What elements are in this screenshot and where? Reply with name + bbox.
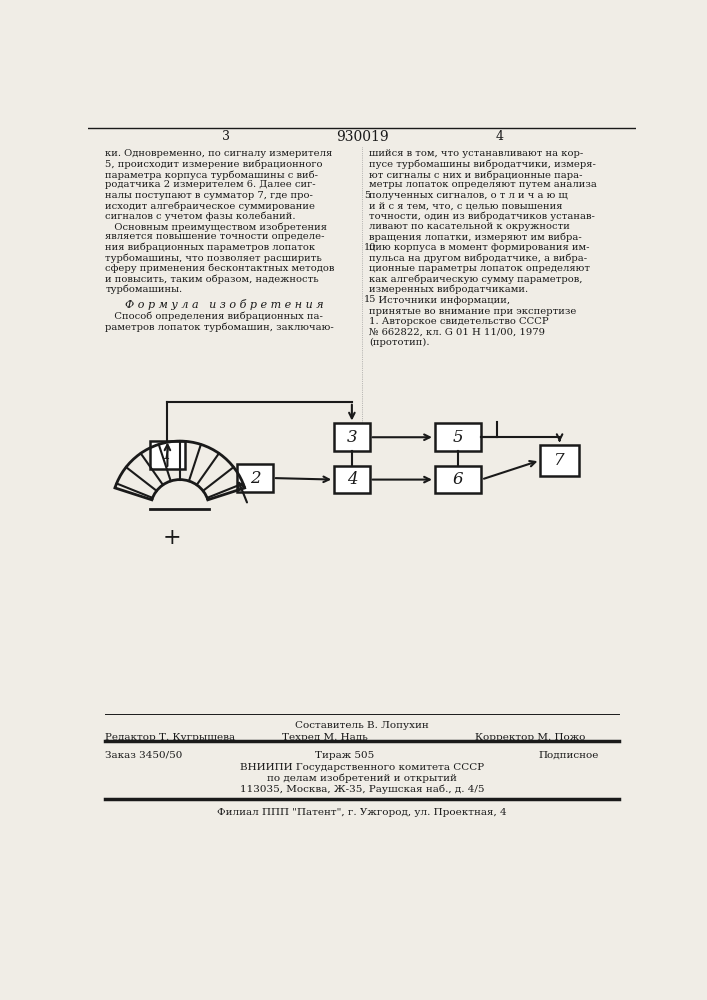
Text: параметра корпуса турбомашины с виб-: параметра корпуса турбомашины с виб- <box>105 170 318 180</box>
Text: сигналов с учетом фазы колебаний.: сигналов с учетом фазы колебаний. <box>105 212 296 221</box>
Text: 6: 6 <box>452 471 463 488</box>
Text: № 662822, кл. G 01 H 11/00, 1979: № 662822, кл. G 01 H 11/00, 1979 <box>369 328 545 337</box>
Text: исходит алгебраическое суммирование: исходит алгебраическое суммирование <box>105 201 315 211</box>
Text: ливают по касательной к окружности: ливают по касательной к окружности <box>369 222 570 231</box>
Text: 1. Авторское свидетельство СССР: 1. Авторское свидетельство СССР <box>369 317 549 326</box>
Text: 1: 1 <box>162 446 173 463</box>
Text: +: + <box>163 527 182 549</box>
Text: Основным преимуществом изобретения: Основным преимуществом изобретения <box>105 222 327 232</box>
Text: родатчика 2 измерителем 6. Далее сиг-: родатчика 2 измерителем 6. Далее сиг- <box>105 180 316 189</box>
Text: и й с я тем, что, с целью повышения: и й с я тем, что, с целью повышения <box>369 201 563 210</box>
Text: вращения лопатки, измеряют им вибра-: вращения лопатки, измеряют им вибра- <box>369 232 582 242</box>
Text: является повышение точности определе-: является повышение точности определе- <box>105 232 325 241</box>
Text: (прототип).: (прототип). <box>369 338 429 347</box>
Text: ВНИИПИ Государственного комитета СССР: ВНИИПИ Государственного комитета СССР <box>240 763 484 772</box>
Text: ки. Одновременно, по сигналу измерителя: ки. Одновременно, по сигналу измерителя <box>105 149 333 158</box>
Text: налы поступают в сумматор 7, где про-: налы поступают в сумматор 7, где про- <box>105 191 313 200</box>
Text: 2: 2 <box>250 470 260 487</box>
Bar <box>435 423 481 451</box>
Text: турбомашины.: турбомашины. <box>105 284 182 294</box>
Text: полученных сигналов, о т л и ч а ю щ: полученных сигналов, о т л и ч а ю щ <box>369 191 568 200</box>
Text: 3: 3 <box>221 130 230 143</box>
Text: Составитель В. Лопухин: Составитель В. Лопухин <box>295 721 429 730</box>
Text: 4: 4 <box>346 471 357 488</box>
Text: 10: 10 <box>364 243 377 252</box>
Text: ния вибрационных параметров лопаток: ния вибрационных параметров лопаток <box>105 243 315 252</box>
Bar <box>150 441 185 469</box>
Text: 4: 4 <box>495 130 503 143</box>
Text: точности, один из вибродатчиков устанав-: точности, один из вибродатчиков устанав- <box>369 212 595 221</box>
Text: и повысить, таким образом, надежность: и повысить, таким образом, надежность <box>105 274 319 284</box>
Bar <box>435 466 481 493</box>
Text: 5: 5 <box>452 429 463 446</box>
Text: Тираж 505: Тираж 505 <box>315 751 374 760</box>
Text: 5, происходит измерение вибрационного: 5, происходит измерение вибрационного <box>105 160 323 169</box>
Bar <box>334 423 370 451</box>
Text: как алгебраическую сумму параметров,: как алгебраическую сумму параметров, <box>369 274 583 284</box>
Bar <box>237 464 273 492</box>
Text: 7: 7 <box>554 452 565 469</box>
Text: Подписное: Подписное <box>539 751 599 760</box>
Bar <box>540 445 579 476</box>
Text: Филиал ППП "Патент", г. Ужгород, ул. Проектная, 4: Филиал ППП "Патент", г. Ужгород, ул. Про… <box>217 808 507 817</box>
Text: измеренных вибродатчиками.: измеренных вибродатчиками. <box>369 284 528 294</box>
Text: пусе турбомашины вибродатчики, измеря-: пусе турбомашины вибродатчики, измеря- <box>369 160 596 169</box>
Text: Способ определения вибрационных па-: Способ определения вибрационных па- <box>105 312 323 321</box>
Text: цию корпуса в момент формирования им-: цию корпуса в момент формирования им- <box>369 243 590 252</box>
Text: принятые во внимание при экспертизе: принятые во внимание при экспертизе <box>369 307 576 316</box>
Text: шийся в том, что устанавливают на кор-: шийся в том, что устанавливают на кор- <box>369 149 583 158</box>
Text: Корректор М. Пожо: Корректор М. Пожо <box>475 733 585 742</box>
Text: по делам изобретений и открытий: по делам изобретений и открытий <box>267 774 457 783</box>
Text: Техред М. Надь: Техред М. Надь <box>282 733 368 742</box>
Text: ционные параметры лопаток определяют: ционные параметры лопаток определяют <box>369 264 590 273</box>
Text: турбомашины, что позволяет расширить: турбомашины, что позволяет расширить <box>105 253 322 263</box>
Text: Ф о р м у л а   и з о б р е т е н и я: Ф о р м у л а и з о б р е т е н и я <box>124 299 323 310</box>
Text: 930019: 930019 <box>336 130 388 144</box>
Text: Заказ 3450/50: Заказ 3450/50 <box>105 751 183 760</box>
Text: Источники информации,: Источники информации, <box>369 296 510 305</box>
Text: 3: 3 <box>346 429 357 446</box>
Text: метры лопаток определяют путем анализа: метры лопаток определяют путем анализа <box>369 180 597 189</box>
Text: ют сигналы с них и вибрационные пара-: ют сигналы с них и вибрационные пара- <box>369 170 583 180</box>
Text: сферу применения бесконтактных методов: сферу применения бесконтактных методов <box>105 264 335 273</box>
Text: 5: 5 <box>364 191 370 200</box>
Text: раметров лопаток турбомашин, заключаю-: раметров лопаток турбомашин, заключаю- <box>105 322 334 332</box>
Text: Редактор Т. Кугрышева: Редактор Т. Кугрышева <box>105 733 235 742</box>
Text: пульса на другом вибродатчике, а вибра-: пульса на другом вибродатчике, а вибра- <box>369 253 587 263</box>
Bar <box>334 466 370 493</box>
Text: 15: 15 <box>364 295 377 304</box>
Text: 113035, Москва, Ж-35, Раушская наб., д. 4/5: 113035, Москва, Ж-35, Раушская наб., д. … <box>240 785 484 794</box>
